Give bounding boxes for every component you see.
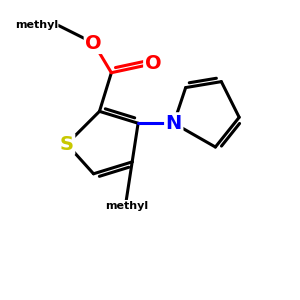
Text: methyl: methyl bbox=[105, 200, 148, 211]
Text: S: S bbox=[60, 135, 74, 154]
Text: N: N bbox=[166, 114, 182, 133]
Text: methyl: methyl bbox=[15, 20, 58, 30]
Text: O: O bbox=[85, 34, 102, 52]
Text: O: O bbox=[145, 54, 161, 73]
